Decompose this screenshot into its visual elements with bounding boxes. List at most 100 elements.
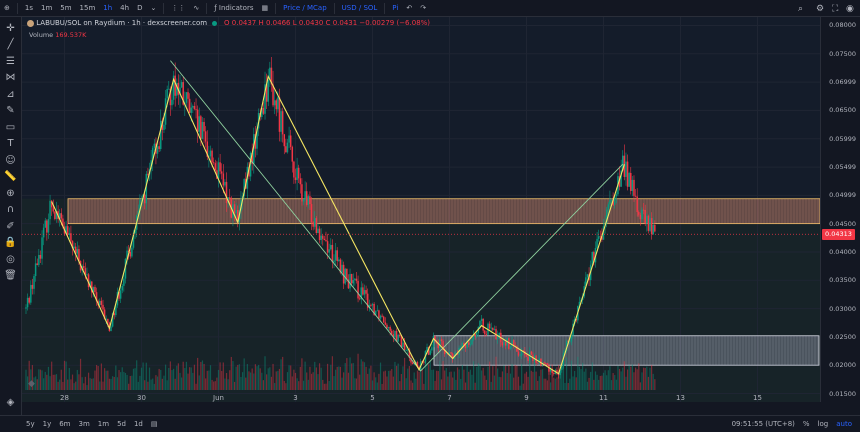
range-1d[interactable]: 1d [133,420,143,428]
candle-body [596,238,598,249]
line-style-icon[interactable]: ∿ [193,4,200,12]
bar-style-icon[interactable]: ⋮⋮ [171,4,186,12]
fullscreen-icon[interactable]: ⛶ [832,3,839,14]
currency-toggle[interactable]: USD / SOL [341,4,378,12]
volume-bar [134,368,136,390]
add-symbol-button[interactable]: ⊕ [4,4,10,12]
range-1m[interactable]: 1m [97,420,110,428]
candle-body [626,161,629,187]
interval-d[interactable]: D [137,4,143,12]
yellow-zigzag-path [51,74,625,375]
volume-bar [575,377,577,390]
volume-bar [431,369,433,390]
range-3m[interactable]: 3m [78,420,90,428]
price-chart[interactable]: 28 30 Jun 3 5 7 9 11 13 15 ◆ [22,17,820,402]
candle-body [217,162,220,179]
interval-1s[interactable]: 1s [24,4,33,12]
lock-icon[interactable]: 🔒 [4,237,17,249]
interval-15m[interactable]: 15m [79,4,96,12]
candle-body [384,322,387,325]
volume-bar [423,383,425,390]
volume-bar [368,368,370,390]
candle-body [129,252,132,257]
settings-icon[interactable]: ⚙ [816,3,825,14]
interval-4h[interactable]: 4h [120,4,130,12]
price-axis[interactable]: 0.08000 0.07500 0.06999 0.06500 0.05999 0.054… [820,17,860,402]
range-1y[interactable]: 1y [42,420,52,428]
top-toolbar: ⊕ 1s 1m 5m 15m 1h 4h D ⌄ ⋮⋮ ∿ ƒ Indicato… [0,0,860,17]
volume-bar [381,383,383,390]
extra-button[interactable]: Pi [392,4,399,12]
volume-bar [87,372,90,390]
candle-body [525,354,528,357]
volume-bar [310,373,313,390]
candle-body [36,263,38,265]
candle-body [190,107,192,113]
candle-body [115,305,117,316]
volume-bar [294,372,297,390]
interval-5m[interactable]: 5m [60,4,72,12]
range-5y[interactable]: 5y [26,420,35,428]
volume-bar [38,369,40,390]
redo-icon[interactable]: ↷ [420,4,427,12]
zoom-icon[interactable]: ⊕ [6,187,15,199]
search-icon[interactable]: ⌕ [798,3,804,14]
volume-bar [440,379,443,390]
volume-bar [549,382,552,390]
volume-bar [49,376,51,390]
candle-body [330,244,332,250]
pencil-lock-icon[interactable]: ✐ [6,220,15,232]
rectangle-icon[interactable]: ▭ [5,121,16,133]
layout-icon[interactable]: ▦ [261,4,269,12]
eye-icon[interactable]: ◎ [6,253,15,265]
candle-body [121,285,123,291]
object-tree-icon[interactable]: ◈ [6,397,15,409]
volume-bar [519,385,521,390]
candle-body [196,109,199,132]
calendar-icon[interactable]: ▤ [150,420,158,428]
volume-bar [304,361,306,390]
trash-icon[interactable]: 🗑 [4,270,17,282]
range-5d[interactable]: 5d [117,420,126,428]
volume-bar [598,379,600,390]
volume-bar [107,370,109,390]
candle-body [320,235,322,241]
projection-icon[interactable]: ⊿ [6,88,15,100]
candle-body [182,82,184,105]
magnet-icon[interactable]: ∩ [6,204,15,216]
crosshair-icon[interactable]: ✛ [6,22,15,34]
brush-icon[interactable]: ✎ [6,105,15,117]
range-6m[interactable]: 6m [59,420,71,428]
auto-toggle[interactable]: auto [836,420,852,428]
pattern-icon[interactable]: ⋈ [5,72,16,84]
candle-body [466,342,468,349]
indicators-button[interactable]: ƒ Indicators [210,0,257,16]
percent-toggle[interactable]: % [802,420,810,428]
interval-1m[interactable]: 1m [40,4,53,12]
undo-icon[interactable]: ↶ [406,4,413,12]
camera-icon[interactable]: ◉ [846,3,854,14]
candle-body [418,366,420,370]
measure-icon[interactable]: 📏 [4,171,17,183]
interval-dropdown-icon[interactable]: ⌄ [150,4,157,12]
volume-bar [554,378,556,390]
volume-bar [617,365,619,390]
candle-body [275,100,277,110]
clock-time[interactable]: 09:51:55 (UTC+8) [731,420,795,428]
volume-bar [129,375,131,390]
volume-bar [373,372,375,390]
candle-body [224,181,226,186]
interval-1h[interactable]: 1h [103,4,113,12]
text-icon[interactable]: T [7,138,14,150]
candle-body [397,334,399,342]
candle-body [556,369,558,374]
fib-icon[interactable]: ☰ [6,55,15,67]
volume-bar [521,363,523,390]
trendline-icon[interactable]: ╱ [7,39,14,51]
candle-body [459,347,462,348]
log-toggle[interactable]: log [817,420,829,428]
emoji-icon[interactable]: ☺ [5,154,16,166]
time-tick-label: 7 [447,394,451,402]
price-mcap-toggle[interactable]: Price / MCap [283,4,327,12]
candle-body [570,335,573,342]
